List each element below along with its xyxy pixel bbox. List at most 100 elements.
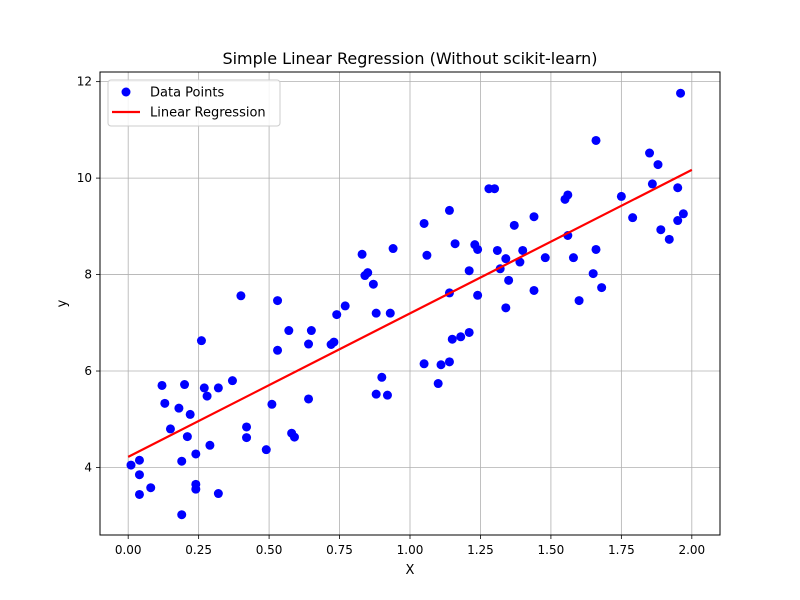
data-point: [205, 440, 215, 450]
data-point: [492, 245, 502, 255]
data-point: [673, 216, 683, 226]
data-point: [385, 308, 395, 318]
data-point: [456, 332, 466, 342]
data-point: [273, 296, 283, 306]
chart-title: Simple Linear Regression (Without scikit…: [222, 49, 597, 68]
data-point: [182, 432, 192, 442]
data-point: [473, 290, 483, 300]
data-point: [368, 279, 378, 289]
data-point: [444, 357, 454, 367]
data-point: [177, 456, 187, 466]
data-point: [261, 445, 271, 455]
data-point: [213, 383, 223, 393]
data-point: [678, 209, 688, 219]
data-point: [340, 301, 350, 311]
y-tick-label: 4: [84, 460, 92, 474]
data-point: [191, 449, 201, 459]
data-point: [134, 455, 144, 465]
data-point: [165, 424, 175, 434]
data-point: [436, 360, 446, 370]
data-point: [174, 403, 184, 413]
ticks: 0.00 0.25 0.50 0.75 1.00 1.25 1.50 1.75 2.00 4 6 8 1…: [77, 75, 705, 557]
x-tick-label: 1.50: [538, 543, 565, 557]
data-point: [464, 327, 474, 337]
legend-box: [107, 79, 281, 127]
data-point: [304, 394, 314, 404]
data-point: [529, 285, 539, 295]
data-point: [289, 432, 299, 442]
legend-marker: [121, 87, 131, 97]
data-point: [597, 283, 607, 293]
data-point: [357, 249, 367, 259]
data-point: [501, 303, 511, 313]
data-point: [371, 308, 381, 318]
x-tick-label: 0.50: [256, 543, 283, 557]
data-point: [464, 266, 474, 276]
data-point: [196, 336, 206, 346]
grid: [100, 72, 720, 535]
data-point: [160, 398, 170, 408]
data-point: [126, 460, 136, 470]
data-point: [676, 88, 686, 98]
x-tick-label: 0.75: [326, 543, 353, 557]
y-tick-label: 8: [84, 268, 92, 282]
data-point: [332, 310, 342, 320]
data-point: [656, 225, 666, 235]
x-axis-label: X: [406, 563, 415, 578]
data-point: [591, 135, 601, 145]
data-point: [628, 213, 638, 223]
data-point: [501, 254, 511, 264]
data-point: [273, 345, 283, 355]
data-point: [509, 220, 519, 230]
plot-content: [126, 88, 693, 520]
data-point: [504, 275, 514, 285]
legend-entry-label: Data Points: [150, 86, 224, 101]
data-point: [444, 205, 454, 215]
data-point: [433, 379, 443, 389]
data-point: [191, 479, 201, 489]
x-tick-label: 1.00: [397, 543, 424, 557]
data-point: [450, 239, 460, 249]
x-tick-label: 0.25: [185, 543, 212, 557]
x-tick-label: 1.25: [467, 543, 494, 557]
data-point: [447, 334, 457, 344]
data-point: [568, 253, 578, 263]
data-point: [185, 409, 195, 419]
x-tick-label: 1.75: [608, 543, 635, 557]
data-point: [329, 337, 339, 347]
data-point: [647, 179, 657, 189]
data-point: [563, 190, 573, 200]
data-point: [591, 244, 601, 254]
data-point: [284, 326, 294, 336]
data-point: [213, 489, 223, 499]
data-point: [242, 433, 252, 443]
y-tick-label: 10: [77, 171, 92, 185]
data-point: [242, 422, 252, 432]
data-point: [673, 183, 683, 193]
y-axis-label: y: [55, 299, 70, 307]
data-point: [529, 212, 539, 222]
data-point: [199, 383, 209, 393]
data-point: [146, 483, 156, 493]
data-point: [422, 250, 432, 260]
data-point: [134, 470, 144, 480]
data-point: [236, 291, 246, 301]
data-point: [616, 191, 626, 201]
data-point: [363, 268, 373, 278]
data-point: [653, 160, 663, 170]
legend-entry-label: Linear Regression: [150, 106, 266, 121]
data-point: [419, 218, 429, 228]
x-tick-label: 0.00: [115, 543, 142, 557]
data-point: [518, 245, 528, 255]
data-point: [304, 339, 314, 349]
data-point: [388, 244, 398, 254]
data-point: [382, 390, 392, 400]
data-point: [202, 391, 212, 401]
data-point: [157, 380, 167, 390]
legend: Data Points Linear Regression: [107, 79, 281, 127]
data-point: [177, 510, 187, 520]
data-point: [664, 234, 674, 244]
data-point: [574, 296, 584, 306]
data-point: [473, 244, 483, 254]
